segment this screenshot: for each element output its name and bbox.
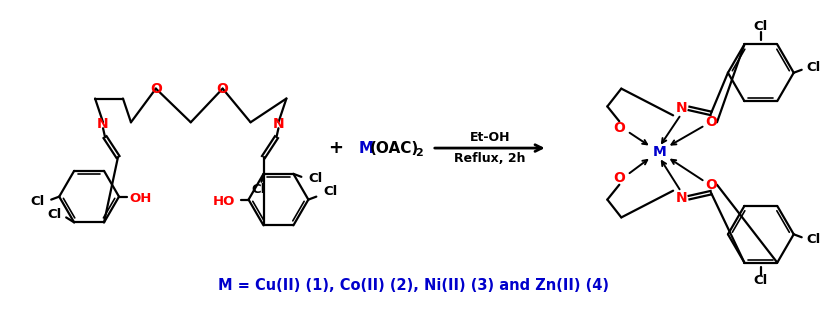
Text: HO: HO [213, 195, 235, 208]
Text: Cl: Cl [251, 183, 265, 196]
Text: N: N [98, 117, 109, 131]
Text: O: O [150, 81, 162, 95]
Text: Et-OH: Et-OH [470, 131, 510, 144]
Text: O: O [705, 178, 717, 192]
Text: OH: OH [130, 192, 152, 205]
Text: Cl: Cl [806, 233, 820, 246]
Text: Cl: Cl [806, 61, 820, 74]
Text: Cl: Cl [30, 195, 45, 208]
Text: 2: 2 [415, 148, 423, 158]
Text: Cl: Cl [323, 185, 337, 198]
Text: Cl: Cl [753, 20, 768, 33]
Text: Cl: Cl [308, 172, 323, 185]
Text: M: M [653, 145, 666, 159]
Text: O: O [614, 171, 625, 185]
Text: (OAC): (OAC) [370, 141, 419, 156]
Text: Reflux, 2h: Reflux, 2h [454, 152, 525, 165]
Text: M: M [358, 141, 373, 156]
Text: O: O [614, 121, 625, 135]
Text: O: O [705, 115, 717, 129]
Text: Cl: Cl [47, 208, 61, 221]
Text: M = Cu(II) (1), Co(II) (2), Ni(II) (3) and Zn(II) (4): M = Cu(II) (1), Co(II) (2), Ni(II) (3) a… [218, 278, 609, 293]
Text: Cl: Cl [753, 274, 768, 287]
Text: N: N [273, 117, 284, 131]
Text: N: N [676, 101, 687, 115]
Text: +: + [327, 139, 342, 157]
Text: N: N [676, 191, 687, 205]
Text: O: O [217, 81, 228, 95]
